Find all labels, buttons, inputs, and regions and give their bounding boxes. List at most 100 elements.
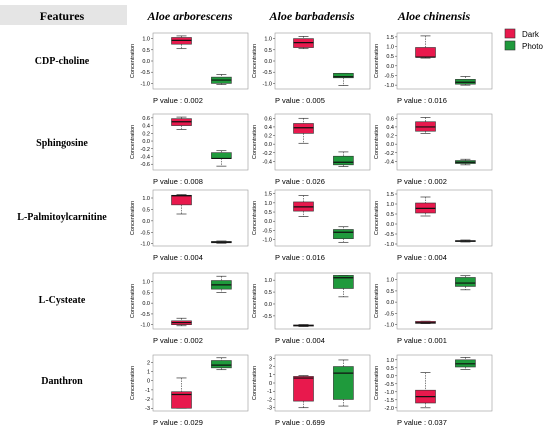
y-axis-label: Concentration [252, 125, 258, 159]
y-tick-label: 0.6 [264, 116, 272, 122]
box-photo [333, 359, 354, 407]
y-tick-label: 1.0 [386, 358, 394, 364]
y-tick-label: -0.2 [385, 151, 394, 157]
p-value-label: P value : 0.002 [153, 96, 203, 105]
box-iqr [333, 73, 354, 79]
y-tick-label: -1.0 [263, 81, 272, 87]
box-dark [171, 377, 192, 409]
y-tick-label: -0.4 [385, 159, 394, 165]
box-iqr [171, 391, 192, 409]
y-tick-label: 0.5 [264, 290, 272, 296]
y-tick-label: -1.0 [141, 81, 150, 87]
y-tick-label: 0.5 [142, 48, 150, 54]
y-tick-label: 0.0 [142, 219, 150, 225]
box-iqr [293, 376, 314, 402]
y-tick-label: -2.0 [385, 406, 394, 412]
box-dark [293, 324, 314, 327]
y-axis-label: Concentration [252, 284, 258, 318]
p-value-label: P value : 0.029 [153, 418, 203, 427]
panel-5-3: Concentration 1.0 0.5 0.0 -0.5 -1.0 -1.5 -2.0P … [374, 354, 493, 427]
p-value-label: P value : 0.026 [275, 177, 325, 186]
y-tick-label: -1.0 [141, 242, 150, 248]
y-tick-label: 0.0 [386, 64, 394, 70]
box-dark [415, 117, 436, 134]
species-header-1: Aloe arborescens [147, 9, 233, 23]
y-tick-label: -0.5 [141, 312, 150, 318]
box-iqr [455, 277, 476, 287]
box-dark [293, 117, 314, 144]
y-tick-label: -0.4 [141, 154, 150, 160]
y-tick-label: 1.0 [264, 278, 272, 284]
panel-2-3: Concentration 0.6 0.4 0.2 0.0 -0.2 -0.4 P value… [374, 113, 493, 186]
box-photo [455, 239, 476, 243]
y-tick-label: 0.0 [264, 59, 272, 65]
p-value-label: P value : 0.004 [275, 336, 325, 345]
y-tick-label: 1.0 [386, 45, 394, 51]
box-photo [211, 240, 232, 244]
y-tick-label: 1.0 [386, 202, 394, 208]
legend-swatch-dark [504, 28, 516, 39]
y-tick-label: 0.0 [386, 374, 394, 380]
y-tick-label: -0.5 [385, 382, 394, 388]
features-header: Features [40, 9, 85, 23]
box-photo [455, 275, 476, 291]
y-axis-label: Concentration [130, 125, 136, 159]
species-header-3: Aloe chinensis [397, 9, 471, 23]
y-tick-label: -0.6 [141, 162, 150, 168]
y-tick-label: -0.2 [141, 147, 150, 153]
box-iqr [333, 229, 354, 239]
y-tick-label: 0.0 [264, 142, 272, 148]
panel-1-3: Concentration 1.5 1.0 0.5 0.0 -0.5 -1.0 P value… [374, 32, 493, 105]
box-dark [415, 196, 436, 217]
y-tick-label: -3 [145, 406, 150, 412]
y-tick-label: 2 [269, 365, 272, 371]
legend: Dark Photo [504, 28, 543, 51]
y-axis-label: Concentration [252, 366, 258, 400]
plot-frame [396, 32, 493, 90]
y-tick-label: 0.5 [264, 210, 272, 216]
y-tick-label: 1 [269, 373, 272, 379]
p-value-label: P value : 0.002 [153, 336, 203, 345]
y-tick-label: -1 [267, 389, 272, 395]
y-tick-label: 0 [147, 379, 150, 385]
y-tick-label: 0.0 [264, 302, 272, 308]
plot-frame [152, 189, 249, 247]
y-tick-label: 1.0 [142, 280, 150, 286]
y-tick-label: 0.2 [386, 134, 394, 140]
box-photo [333, 226, 354, 243]
box-dark [171, 116, 192, 130]
y-tick-label: -1.0 [385, 83, 394, 89]
y-axis-label: Concentration [374, 125, 380, 159]
box-dark [171, 317, 192, 327]
species-header-2: Aloe barbadensis [268, 9, 354, 23]
y-tick-label: 0.0 [264, 219, 272, 225]
feature-label-l-cysteate: L-Cysteate [39, 295, 86, 306]
y-tick-label: -0.5 [385, 232, 394, 238]
p-value-label: P value : 0.002 [397, 177, 447, 186]
panel-1-1: Concentration 1.0 0.5 0.0 -0.5 -1.0 P value : … [130, 32, 249, 105]
panel-5-2: Concentration 3 2 1 0 -1 -2 -3P value : 0.699 [252, 354, 371, 427]
box-photo [211, 357, 232, 371]
y-tick-label: -0.5 [263, 314, 272, 320]
legend-label-photo: Photo [522, 42, 543, 51]
y-tick-label: -1.0 [141, 323, 150, 329]
box-photo [455, 357, 476, 370]
panel-5-1: Concentration 2 1 0 -1 -2 -3P value : 0.029 [130, 354, 249, 427]
y-tick-label: 1.5 [264, 192, 272, 198]
y-tick-label: 0.5 [386, 212, 394, 218]
y-tick-label: -0.5 [141, 70, 150, 76]
box-iqr [415, 47, 436, 58]
box-photo [211, 275, 232, 293]
box-photo [333, 151, 354, 167]
y-tick-label: -0.2 [263, 151, 272, 157]
box-iqr [293, 123, 314, 134]
y-tick-label: 0.5 [142, 207, 150, 213]
y-tick-label: -0.5 [385, 73, 394, 79]
box-iqr [333, 155, 354, 166]
y-tick-label: 0.0 [386, 300, 394, 306]
y-axis-label: Concentration [252, 44, 258, 78]
y-tick-label: 0.0 [142, 301, 150, 307]
plot-frame [152, 354, 249, 412]
box-photo [333, 275, 354, 298]
y-tick-label: 1.0 [264, 201, 272, 207]
